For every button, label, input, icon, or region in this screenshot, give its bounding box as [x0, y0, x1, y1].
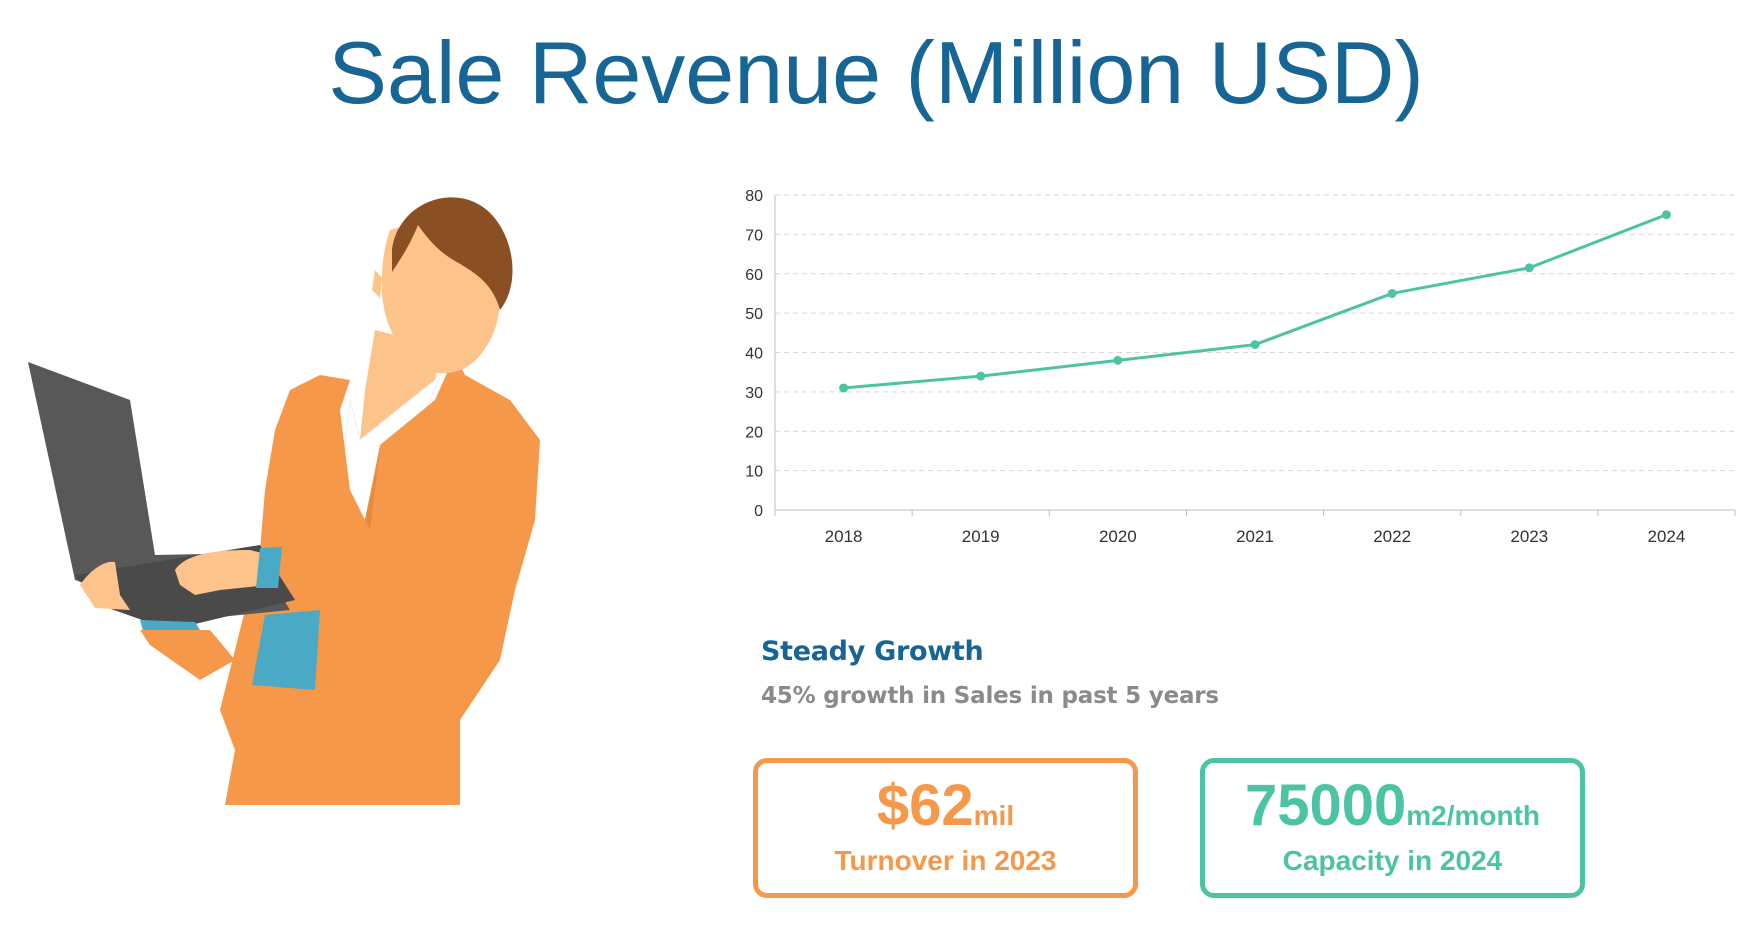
data-point	[976, 371, 986, 381]
turnover-card: $62mil Turnover in 2023	[753, 758, 1138, 898]
summary-text: 45% growth in Sales in past 5 years	[761, 683, 1219, 709]
page-title: Sale Revenue (Million USD)	[328, 23, 1424, 122]
turnover-unit: mil	[973, 800, 1015, 831]
x-tick-label: 2022	[1373, 527, 1411, 546]
capacity-value: 75000	[1244, 773, 1407, 838]
x-tick-label: 2020	[1099, 527, 1137, 546]
data-point	[839, 383, 849, 393]
capacity-caption: Capacity in 2024	[1282, 845, 1503, 876]
turnover-value: $62	[876, 773, 974, 838]
series-line	[843, 213, 1667, 390]
x-tick-label: 2021	[1236, 527, 1274, 546]
data-point	[1661, 210, 1671, 220]
chart-grid	[775, 194, 1735, 472]
y-tick-label: 60	[745, 267, 763, 284]
chart-series	[839, 210, 1671, 393]
x-tick-label: 2023	[1510, 527, 1548, 546]
chart-y-ticks: 0 10 20 30 40 50 60 70 80	[745, 188, 763, 520]
x-tick-label: 2018	[825, 527, 863, 546]
x-tick-label: 2024	[1648, 527, 1686, 546]
summary-heading: Steady Growth	[761, 636, 984, 667]
y-tick-label: 30	[745, 385, 763, 402]
businesswoman-with-laptop-icon	[28, 197, 540, 805]
y-tick-label: 40	[745, 346, 763, 363]
chart-axis	[774, 195, 1736, 516]
data-point	[1250, 340, 1260, 350]
x-tick-label: 2019	[962, 527, 1000, 546]
y-tick-label: 50	[745, 306, 763, 323]
data-point	[1524, 263, 1534, 273]
y-tick-label: 10	[745, 464, 763, 481]
y-tick-label: 80	[745, 188, 763, 205]
data-point	[1113, 355, 1123, 365]
capacity-unit: m2/month	[1406, 800, 1541, 831]
chart-x-ticks: 2018 2019 2020 2021 2022 2023 2024	[825, 527, 1686, 546]
y-tick-label: 0	[754, 503, 763, 520]
y-tick-label: 70	[745, 227, 763, 244]
y-tick-label: 20	[745, 424, 763, 441]
data-point	[1387, 288, 1397, 298]
capacity-card: 75000m2/month Capacity in 2024	[1200, 758, 1585, 898]
turnover-caption: Turnover in 2023	[834, 845, 1057, 876]
